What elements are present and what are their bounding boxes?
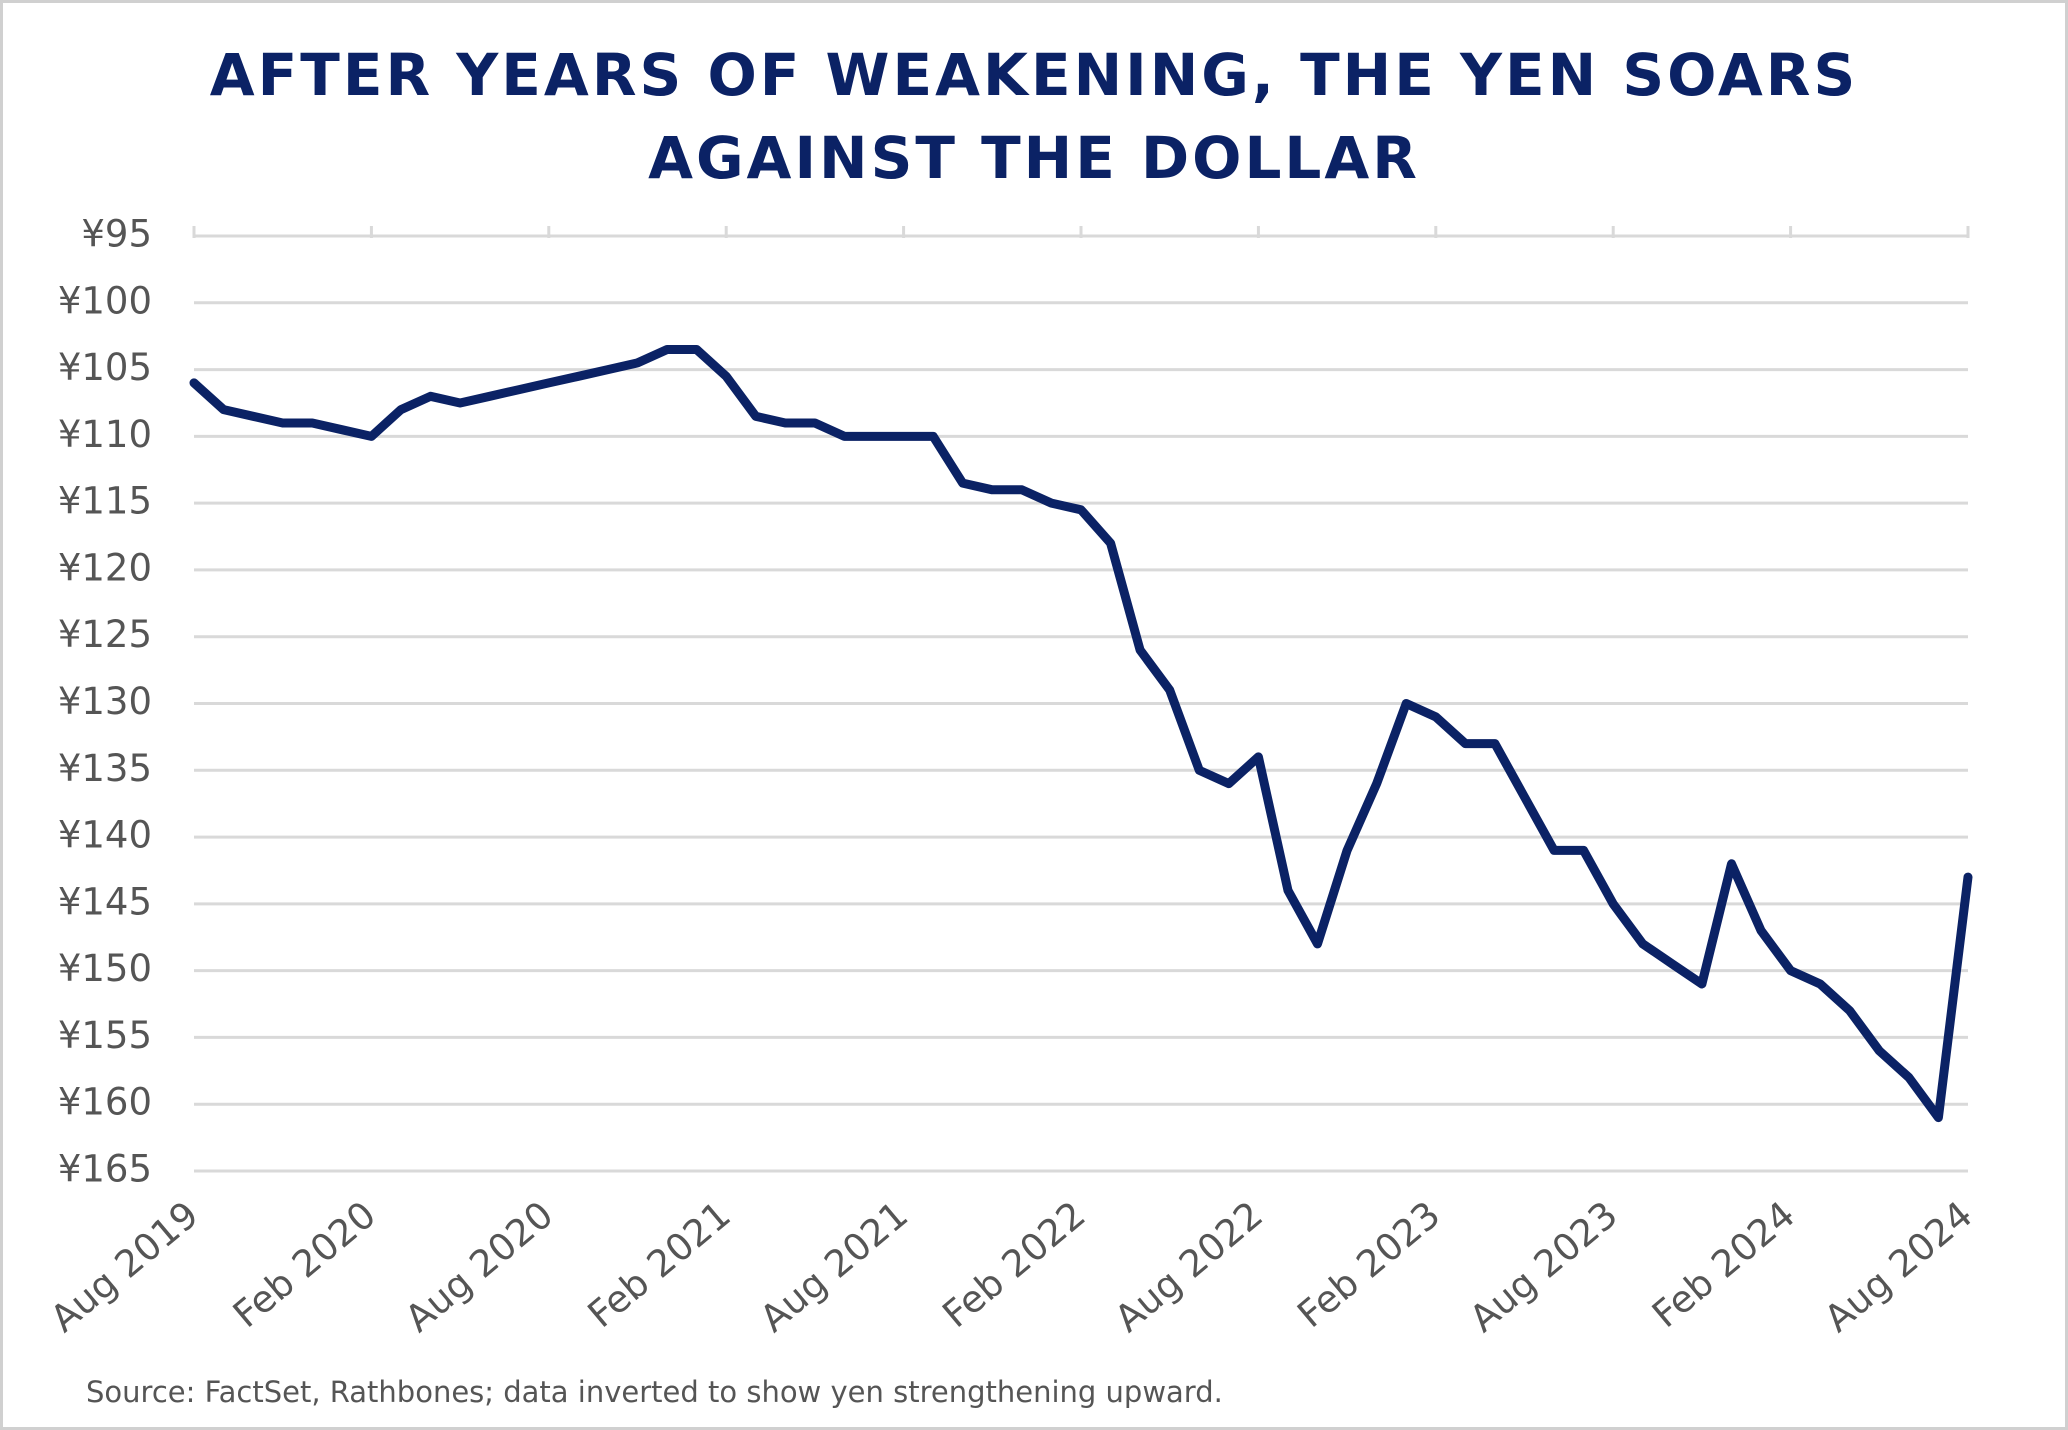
y-tick-label: ¥125 <box>58 613 152 656</box>
line-series <box>189 345 1973 1123</box>
y-tick-label: ¥110 <box>58 413 152 456</box>
source-note: Source: FactSet, Rathbones; data inverte… <box>86 1375 1223 1409</box>
y-tick-label: ¥120 <box>58 546 152 589</box>
chart-title-line2: AGAINST THE DOLLAR <box>648 124 1420 192</box>
y-tick-label: ¥155 <box>58 1014 152 1057</box>
y-tick-label: ¥165 <box>58 1148 152 1191</box>
y-tick-label: ¥140 <box>58 814 152 857</box>
y-tick-label: ¥100 <box>58 279 152 322</box>
chart-title: AFTER YEARS OF WEAKENING, THE YEN SOARS <box>210 41 1858 109</box>
y-tick-label: ¥115 <box>58 480 152 523</box>
y-tick-label: ¥135 <box>58 747 152 790</box>
y-tick-label: ¥95 <box>81 213 152 256</box>
y-tick-label: ¥130 <box>58 680 152 723</box>
y-tick-label: ¥145 <box>58 880 152 923</box>
y-tick-label: ¥150 <box>58 947 152 990</box>
y-tick-label: ¥105 <box>58 346 152 389</box>
y-tick-label: ¥160 <box>58 1081 152 1124</box>
